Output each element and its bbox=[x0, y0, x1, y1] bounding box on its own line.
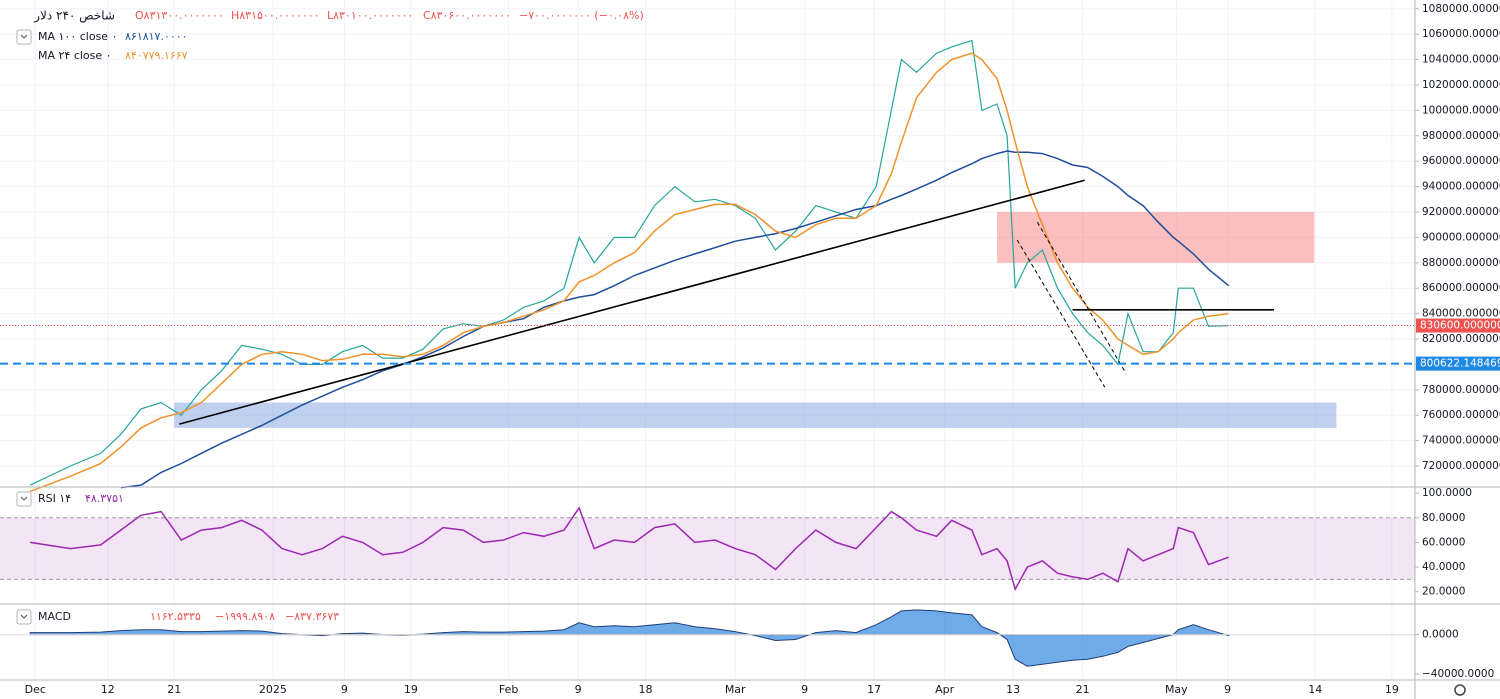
y-tick-label: 820000.0000000 bbox=[1422, 333, 1500, 345]
x-tick-label: 18 bbox=[639, 683, 653, 696]
macd-title: MACD bbox=[38, 610, 71, 623]
series-line bbox=[29, 39, 1229, 486]
y-tick-label: 920000.0000000 bbox=[1422, 206, 1500, 218]
y-tick-label: 100.0000 bbox=[1422, 487, 1472, 499]
x-tick-label: Mar bbox=[725, 683, 746, 696]
legend-toggle[interactable] bbox=[16, 29, 32, 45]
ohlc-value: C۸۳۰۶۰۰.۰۰۰۰۰۰۰ bbox=[423, 9, 511, 22]
y-tick-label: 1080000.0000000 bbox=[1422, 3, 1500, 15]
rsi-title: RSI ۱۴ bbox=[38, 492, 71, 505]
y-tick-label: 940000.0000000 bbox=[1422, 181, 1500, 193]
y-tick-label: 740000.0000000 bbox=[1422, 435, 1500, 447]
y-tick-label: 20.0000 bbox=[1422, 586, 1465, 598]
x-tick-label: Feb bbox=[499, 683, 518, 696]
trend-line bbox=[179, 179, 1085, 425]
macd-value: −۸۳۷.۳۶۷۳ bbox=[285, 610, 339, 623]
rsi-value: ۴۸.۳۷۵۱ bbox=[85, 492, 124, 505]
y-tick-label: 1040000.0000000 bbox=[1422, 54, 1500, 66]
legend-value: ۸۴۰۷۷۹.۱۶۶۷ bbox=[125, 49, 188, 62]
legend-name: MA ۲۴ close ۰ bbox=[38, 49, 112, 62]
x-tick-label: May bbox=[1165, 683, 1188, 696]
chevron-icon bbox=[20, 614, 28, 619]
x-tick-label: 21 bbox=[1076, 683, 1090, 696]
y-tick-label: 0.0000 bbox=[1422, 629, 1459, 641]
y-tick-label: 960000.0000000 bbox=[1422, 155, 1500, 167]
macd-area bbox=[29, 609, 1230, 667]
price-tag-label: 800622.1484695 bbox=[1420, 358, 1500, 370]
y-tick-label: 860000.0000000 bbox=[1422, 282, 1500, 294]
x-tick-label: 19 bbox=[404, 683, 418, 696]
y-tick-label: 60.0000 bbox=[1422, 536, 1465, 548]
price-tag bbox=[1416, 356, 1500, 371]
x-tick-label: 9 bbox=[1224, 683, 1231, 696]
trend-line bbox=[1016, 239, 1106, 388]
legend-name: MA ۱۰۰ close ۰ bbox=[38, 30, 117, 43]
y-tick-label: 720000.0000000 bbox=[1422, 460, 1500, 472]
x-tick-label: 17 bbox=[867, 683, 881, 696]
x-tick-label: Apr bbox=[935, 683, 955, 696]
y-tick-label: 880000.0000000 bbox=[1422, 257, 1500, 269]
y-tick-label: 980000.0000000 bbox=[1422, 130, 1500, 142]
chevron-icon bbox=[20, 34, 28, 39]
y-tick-label: −40000.0000 bbox=[1422, 668, 1494, 680]
ohlc-value: H۸۳۱۵۰۰.۰۰۰۰۰۰۰ bbox=[231, 9, 320, 22]
ohlc-value: L۸۳۰۱۰۰.۰۰۰۰۰۰۰ bbox=[327, 9, 413, 22]
series-line bbox=[30, 506, 1229, 592]
symbol-title: شاخص ۲۴۰ دلار bbox=[33, 9, 115, 24]
macd-value: −۱۹۹۹.۸۹۰۸ bbox=[215, 610, 275, 623]
x-tick-label: 13 bbox=[1006, 683, 1020, 696]
y-tick-label: 1060000.0000000 bbox=[1422, 28, 1500, 40]
x-tick-label: 12 bbox=[101, 683, 115, 696]
y-tick-label: 40.0000 bbox=[1422, 561, 1465, 573]
ohlc-value: O۸۳۱۳۰۰.۰۰۰۰۰۰۰ bbox=[135, 9, 224, 22]
y-tick-label: 780000.0000000 bbox=[1422, 384, 1500, 396]
x-tick-label: Dec bbox=[25, 683, 46, 696]
plot-layer bbox=[0, 0, 1415, 680]
legend-toggle[interactable] bbox=[16, 609, 32, 625]
x-tick-label: 9 bbox=[575, 683, 582, 696]
legend-toggle[interactable] bbox=[16, 491, 32, 507]
rsi-band bbox=[0, 517, 1415, 580]
x-tick-label: 14 bbox=[1308, 683, 1322, 696]
x-tick-label: 9 bbox=[801, 683, 808, 696]
macd-value: ۱۱۶۲.۵۳۳۵ bbox=[150, 610, 201, 623]
zone bbox=[174, 402, 1337, 428]
y-tick-label: 840000.0000000 bbox=[1422, 308, 1500, 320]
x-tick-label: 9 bbox=[341, 683, 348, 696]
settings-icon[interactable] bbox=[1454, 684, 1466, 696]
y-tick-label: 760000.0000000 bbox=[1422, 409, 1500, 421]
legend-value: ۸۶۱۸۱۷.۰۰۰۰ bbox=[125, 30, 188, 43]
series-line bbox=[120, 150, 1230, 489]
y-tick-label: 900000.0000000 bbox=[1422, 231, 1500, 243]
ohlc-value: −۷۰۰.۰۰۰۰۰۰۰ (−۰.۰۸%) bbox=[519, 9, 644, 22]
x-tick-label: 2025 bbox=[259, 683, 287, 696]
price-tag bbox=[1416, 318, 1500, 333]
x-tick-label: 21 bbox=[167, 683, 181, 696]
y-tick-label: 1000000.0000000 bbox=[1422, 104, 1500, 116]
y-tick-label: 1020000.0000000 bbox=[1422, 79, 1500, 91]
price-tag-label: 830600.0000000 bbox=[1420, 320, 1500, 332]
chevron-icon bbox=[20, 496, 28, 501]
series-line bbox=[29, 52, 1229, 493]
trend-line bbox=[1036, 221, 1127, 374]
y-tick-label: 80.0000 bbox=[1422, 512, 1465, 524]
x-tick-label: 19 bbox=[1385, 683, 1399, 696]
